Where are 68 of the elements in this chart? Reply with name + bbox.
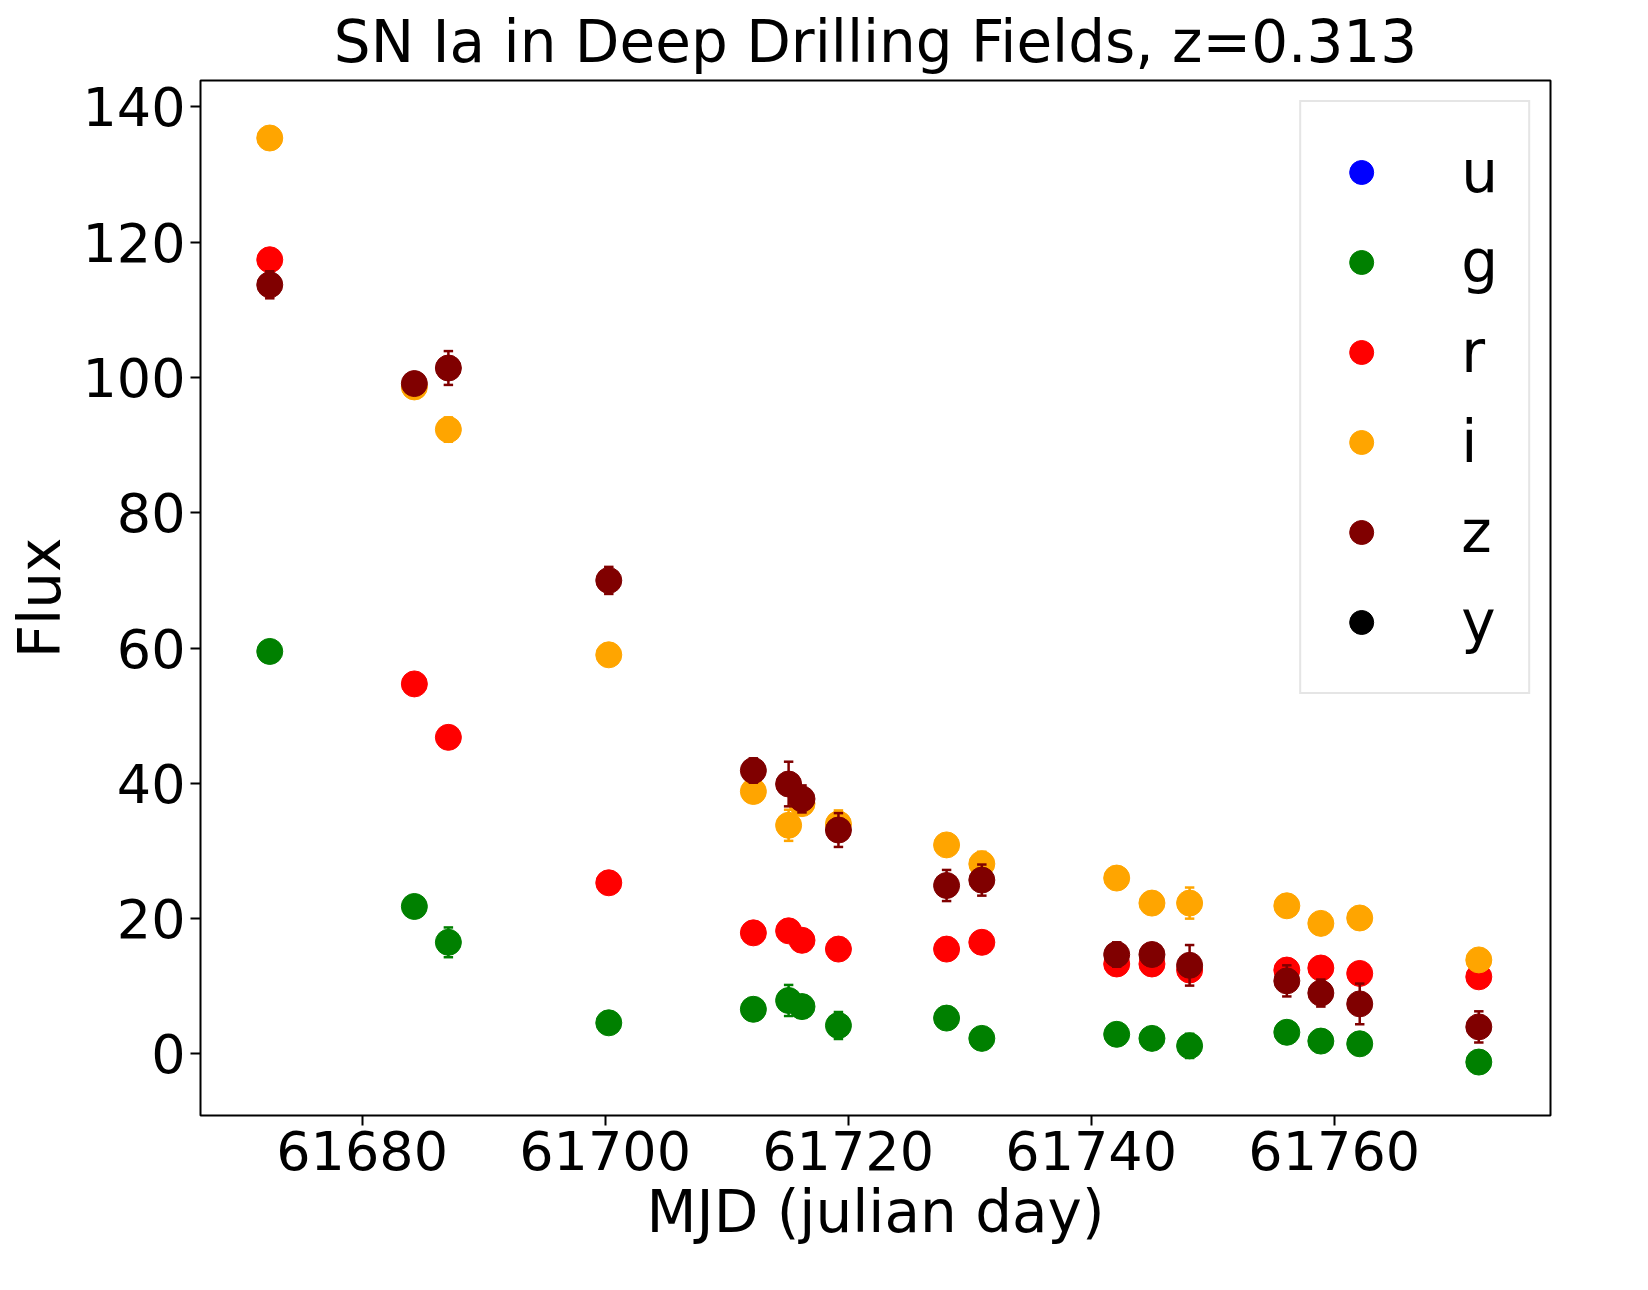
point bbox=[400, 893, 428, 920]
point bbox=[256, 637, 284, 665]
legend-label: r bbox=[1461, 317, 1486, 388]
point bbox=[1307, 909, 1335, 937]
point bbox=[1176, 951, 1204, 979]
point bbox=[434, 928, 462, 956]
y-tick-label: 0 bbox=[151, 1023, 186, 1087]
point bbox=[933, 831, 961, 859]
point bbox=[434, 723, 462, 751]
point bbox=[968, 866, 996, 894]
point bbox=[933, 935, 961, 963]
legend-label: u bbox=[1461, 137, 1498, 208]
point bbox=[788, 926, 816, 954]
y-tick-label: 80 bbox=[116, 482, 186, 546]
chart-title: SN Ia in Deep Drilling Fields, z=0.313 bbox=[333, 7, 1418, 76]
legend-label: i bbox=[1461, 407, 1479, 478]
point bbox=[1273, 1018, 1301, 1046]
y-tick-label: 120 bbox=[82, 211, 186, 275]
legend-label: y bbox=[1461, 587, 1496, 658]
legend-label: z bbox=[1461, 497, 1492, 568]
point bbox=[1465, 946, 1493, 974]
point bbox=[256, 271, 284, 299]
point bbox=[1465, 1048, 1493, 1076]
y-tick-label: 20 bbox=[116, 888, 186, 952]
y-axis-title: Flux bbox=[6, 537, 75, 659]
point bbox=[1273, 892, 1301, 920]
point bbox=[933, 1004, 961, 1032]
point bbox=[788, 993, 816, 1021]
point bbox=[256, 124, 284, 152]
y-tick-label: 140 bbox=[82, 76, 186, 140]
point bbox=[1346, 990, 1374, 1018]
point bbox=[824, 816, 852, 844]
point bbox=[595, 869, 623, 897]
y-tick-label: 40 bbox=[116, 752, 186, 816]
point bbox=[1176, 889, 1204, 917]
point bbox=[595, 641, 623, 669]
point bbox=[775, 811, 803, 839]
point bbox=[595, 566, 623, 594]
x-tick-label: 61760 bbox=[1248, 1119, 1421, 1183]
point bbox=[788, 785, 816, 813]
point bbox=[1465, 1013, 1493, 1041]
point bbox=[1103, 864, 1131, 892]
point bbox=[1307, 979, 1335, 1007]
x-tick-label: 61680 bbox=[276, 1119, 449, 1183]
point bbox=[1103, 1020, 1131, 1048]
point bbox=[1138, 1024, 1166, 1052]
point bbox=[1273, 967, 1301, 995]
point bbox=[256, 246, 284, 274]
point bbox=[1138, 889, 1166, 917]
point bbox=[400, 670, 428, 698]
point bbox=[968, 1024, 996, 1052]
point bbox=[1346, 904, 1374, 932]
y-tick-label: 100 bbox=[82, 346, 186, 410]
point bbox=[824, 935, 852, 963]
y-tick-label: 60 bbox=[116, 617, 186, 681]
point bbox=[739, 919, 767, 947]
point bbox=[434, 354, 462, 382]
point bbox=[968, 928, 996, 956]
point bbox=[739, 995, 767, 1023]
point bbox=[933, 872, 961, 899]
point bbox=[824, 1012, 852, 1039]
point bbox=[1346, 959, 1374, 987]
legend-label: g bbox=[1461, 227, 1498, 298]
point bbox=[595, 1009, 623, 1037]
point bbox=[1307, 954, 1335, 982]
point bbox=[1307, 1027, 1335, 1055]
point bbox=[1346, 1030, 1374, 1058]
point bbox=[1138, 941, 1166, 968]
